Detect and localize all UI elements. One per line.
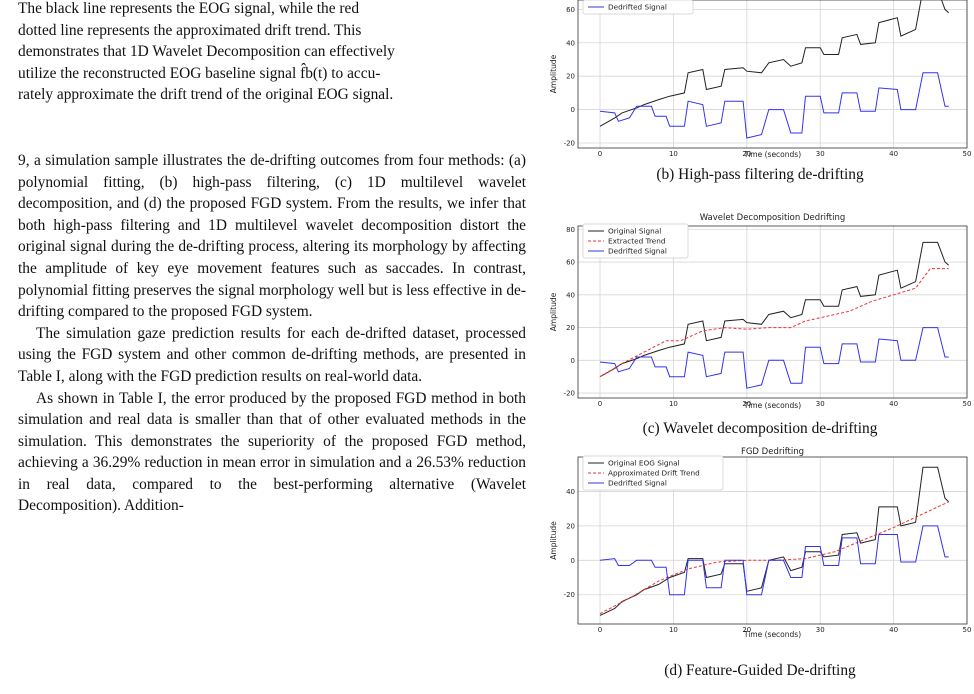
- body-text-column: The black line represents the EOG signal…: [18, 0, 526, 517]
- chart-wavelet: 0 10 20 30 40 50 -20 0 20 40 60 80 Wavelet Decomposi…: [549, 213, 972, 410]
- x-tick-label: 30: [816, 626, 825, 634]
- figure-b: 0 10 20 30 40 50 -20 0 20 40 60 Time (seconds) Ampli…: [548, 0, 972, 160]
- caption-d: (d) Feature-Guided De-drifting: [664, 662, 856, 679]
- paragraph-drift-description: The black line represents the EOG signal…: [18, 0, 526, 106]
- x-tick-label: 0: [598, 400, 602, 408]
- x-tick-label: 40: [889, 626, 898, 634]
- y-tick-label: 0: [571, 557, 575, 565]
- legend-label: Original Signal: [608, 227, 661, 236]
- y-tick-label: 20: [566, 324, 575, 332]
- paragraph-table-results: The simulation gaze prediction results f…: [18, 324, 526, 385]
- caption-b: (b) High-pass filtering de-drifting: [656, 166, 864, 183]
- y-tick-label: 20: [566, 73, 575, 81]
- y-tick-label: 20: [566, 522, 575, 530]
- x-tick-label: 10: [669, 626, 678, 634]
- series-line: [599, 0, 950, 127]
- plot-frame: [577, 225, 968, 399]
- plot-frame: [577, 0, 968, 149]
- x-tick-label: 50: [963, 150, 972, 158]
- paragraph-error-analysis: As shown in Table I, the error produced …: [18, 389, 526, 515]
- y-tick-label: 40: [566, 488, 575, 496]
- p1-line: demonstrates that 1D Wavelet Decompositi…: [18, 43, 395, 61]
- series-line: [599, 241, 950, 378]
- legend-label: Extracted Trend: [608, 237, 666, 246]
- figure-d: 0 10 20 30 40 50 -20 0 20 40 FGD Dedrifting Time (s…: [548, 446, 972, 641]
- x-tick-label: 40: [889, 400, 898, 408]
- chart-fgd: 0 10 20 30 40 50 -20 0 20 40 FGD Dedrifting Time (s…: [549, 447, 972, 639]
- legend-label: Approximated Drift Trend: [608, 469, 700, 478]
- legend-label: Dedrifted Signal: [608, 247, 667, 256]
- legend-box: [582, 455, 724, 491]
- series-line: [599, 327, 949, 389]
- x-tick-label: 0: [598, 150, 602, 158]
- x-axis-label: Time (seconds): [743, 401, 801, 410]
- caption-c: (c) Wavelet decomposition de-drifting: [642, 420, 878, 437]
- x-tick-label: 30: [816, 150, 825, 158]
- y-tick-label: 40: [566, 39, 575, 47]
- chart-title: Wavelet Decomposition Dedrifting: [700, 213, 846, 223]
- legend-label: Dedrifted Signal: [608, 3, 667, 12]
- y-tick-label: -20: [564, 139, 575, 147]
- y-tick-label: 0: [571, 106, 575, 114]
- legend-label: Dedrifted Signal: [608, 479, 667, 488]
- p1-line: The black line represents the EOG signal…: [18, 0, 360, 17]
- chart-title: FGD Dedrifting: [741, 447, 804, 457]
- y-tick-label: 40: [566, 291, 575, 299]
- y-axis-label: Amplitude: [549, 521, 558, 560]
- legend-box: [582, 223, 689, 259]
- x-tick-label: 20: [742, 400, 751, 408]
- x-axis-label: Time (seconds): [743, 630, 801, 639]
- p1-line: dotted line represents the approximated …: [18, 21, 362, 39]
- x-tick-label: 40: [889, 150, 898, 158]
- series-line: [599, 501, 949, 615]
- p1-line: utilize the reconstructed EOG baseline s…: [18, 64, 381, 82]
- y-tick-label: 60: [566, 259, 575, 267]
- x-tick-label: 50: [963, 626, 972, 634]
- y-axis-label: Amplitude: [549, 54, 558, 93]
- series-line: [599, 72, 949, 139]
- x-tick-label: 20: [742, 626, 751, 634]
- x-tick-label: 10: [669, 400, 678, 408]
- paragraph-simulation-sample: 9, a simulation sample illustrates the d…: [18, 151, 526, 321]
- chart-high-pass: 0 10 20 30 40 50 -20 0 20 40 60 Time (seconds) Ampli…: [549, 0, 972, 159]
- legend-box: [582, 0, 694, 15]
- x-axis-label: Time (seconds): [743, 150, 801, 159]
- series-line: [599, 268, 949, 378]
- x-tick-label: 20: [742, 150, 751, 158]
- plot-frame: [577, 456, 968, 625]
- y-tick-label: 80: [566, 226, 575, 234]
- x-tick-label: 0: [598, 626, 602, 634]
- x-tick-label: 10: [669, 150, 678, 158]
- p1-line: rately approximate the drift trend of th…: [18, 86, 394, 104]
- y-tick-label: -20: [564, 390, 575, 398]
- y-tick-label: 0: [571, 357, 575, 365]
- figure-column: 0 10 20 30 40 50 -20 0 20 40 60 Time (seconds) Ampli…: [548, 0, 972, 694]
- figure-c: 0 10 20 30 40 50 -20 0 20 40 60 80 Wavelet Decomposi…: [548, 210, 972, 410]
- x-tick-label: 50: [963, 400, 972, 408]
- series-line: [599, 525, 949, 596]
- y-tick-label: -20: [564, 591, 575, 599]
- x-tick-label: 30: [816, 400, 825, 408]
- y-tick-label: 60: [566, 6, 575, 14]
- legend-label: Original EOG Signal: [608, 459, 680, 468]
- y-axis-label: Amplitude: [549, 292, 558, 331]
